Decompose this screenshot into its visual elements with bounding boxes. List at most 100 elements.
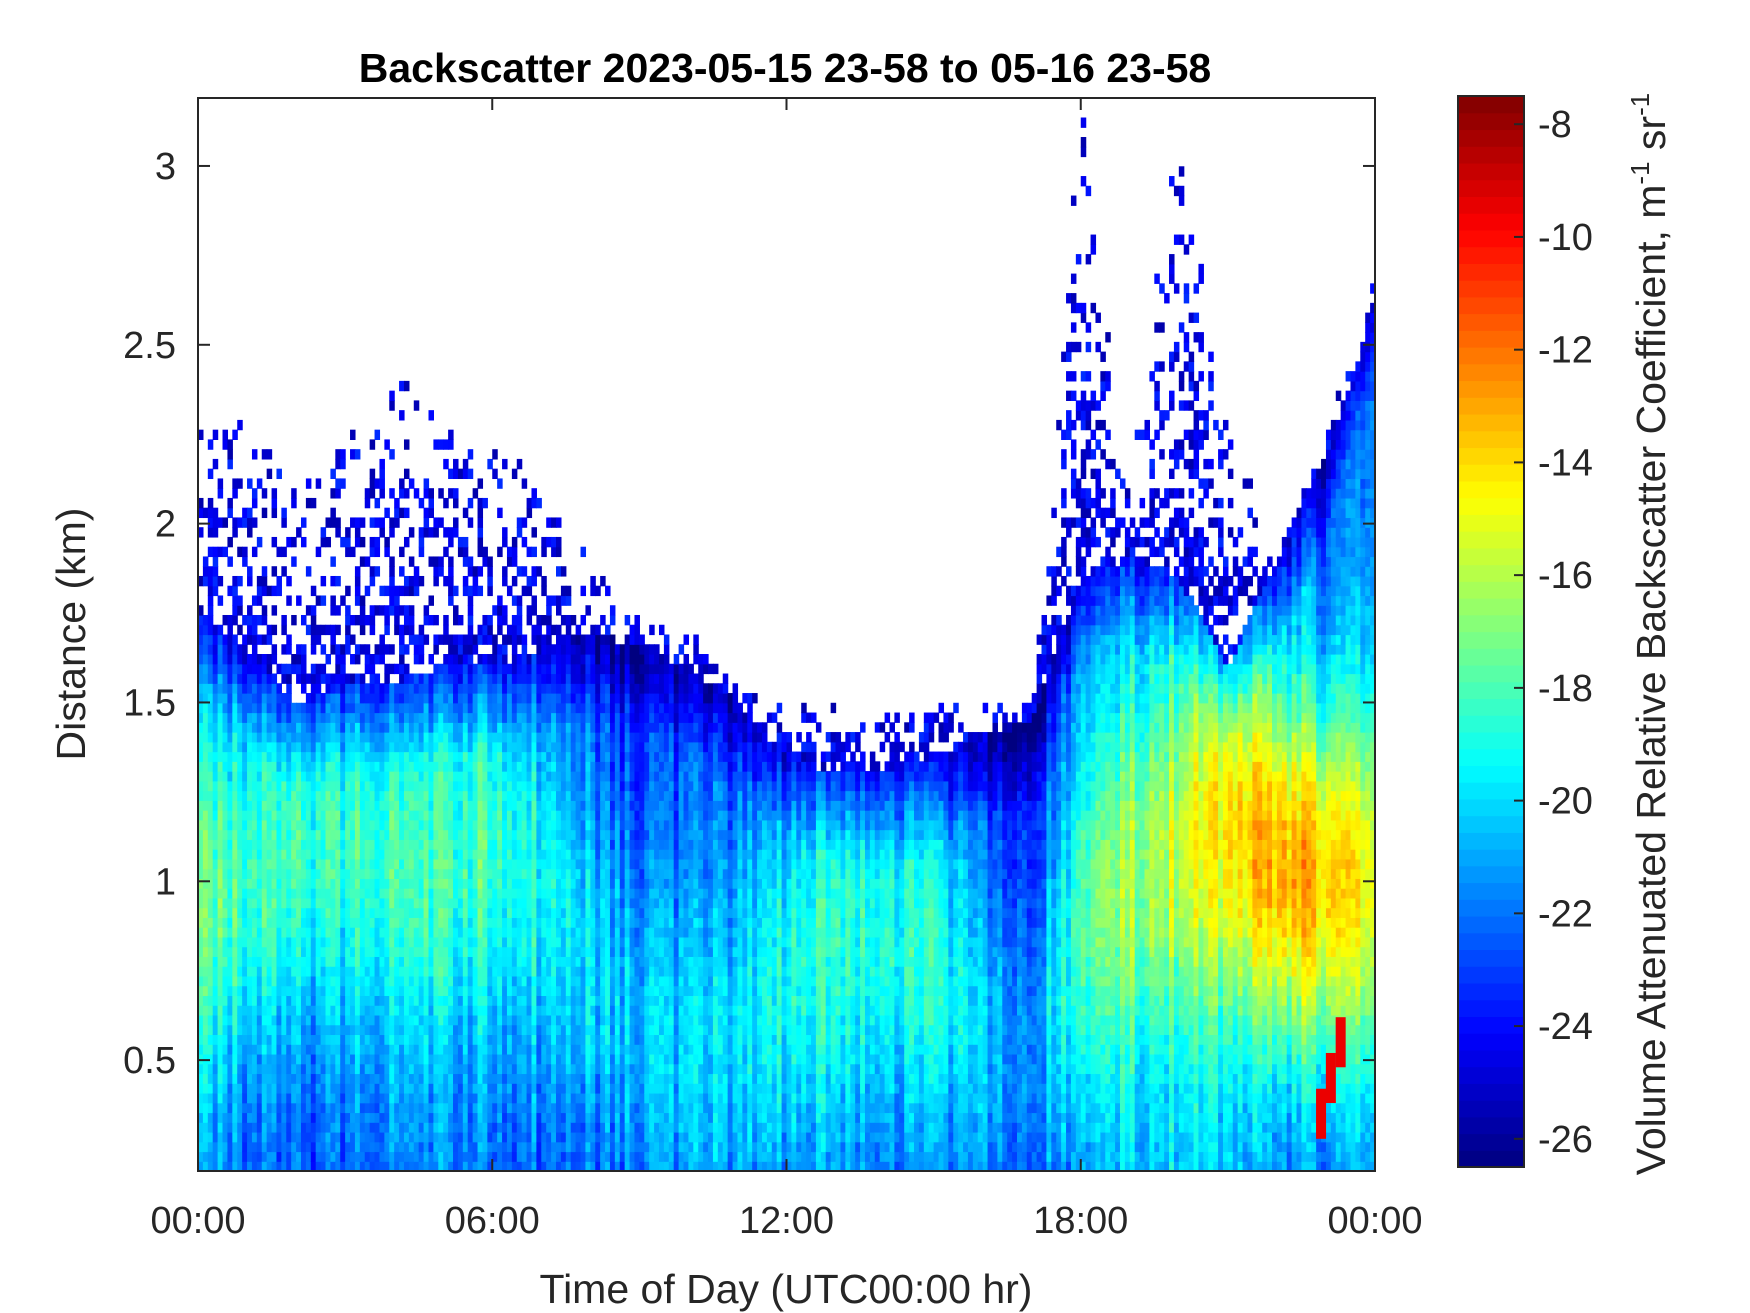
heatmap-cell xyxy=(389,946,395,957)
heatmap-cell xyxy=(232,527,238,538)
heatmap-cell xyxy=(453,985,459,997)
heatmap-cell xyxy=(335,761,341,772)
heatmap-cell xyxy=(506,975,513,987)
heatmap-cell xyxy=(330,1122,336,1133)
heatmap-cell xyxy=(600,771,606,782)
heatmap-cell xyxy=(261,605,268,616)
heatmap-cell xyxy=(403,771,410,782)
heatmap-cell xyxy=(315,849,322,860)
heatmap-cell xyxy=(340,732,346,743)
heatmap-cell xyxy=(428,810,434,821)
heatmap-cell xyxy=(242,995,248,1006)
heatmap-cell xyxy=(600,936,606,948)
heatmap-cell xyxy=(315,1112,322,1123)
heatmap-cell xyxy=(448,1073,454,1084)
heatmap-cell xyxy=(418,966,425,977)
heatmap-cell xyxy=(575,1131,582,1143)
heatmap-cell xyxy=(472,1005,479,1016)
heatmap-cell xyxy=(433,1083,439,1094)
heatmap-cell xyxy=(506,810,513,821)
heatmap-cell xyxy=(379,975,385,987)
heatmap-cell xyxy=(516,1005,523,1016)
heatmap-cell xyxy=(438,985,444,997)
heatmap-cell xyxy=(271,1161,278,1172)
heatmap-cell xyxy=(448,634,454,645)
heatmap-cell xyxy=(497,907,503,918)
heatmap-cell xyxy=(502,907,508,918)
heatmap-cell xyxy=(315,1073,322,1084)
heatmap-cell xyxy=(403,956,410,967)
heatmap-cell xyxy=(418,683,425,694)
heatmap-cell xyxy=(227,790,233,801)
heatmap-cell xyxy=(516,1014,523,1026)
heatmap-cell xyxy=(379,1151,385,1162)
heatmap-cell xyxy=(340,1053,346,1065)
heatmap-cell xyxy=(320,800,327,811)
heatmap-cell xyxy=(506,917,513,928)
heatmap-cell xyxy=(266,751,273,762)
heatmap-cell xyxy=(379,819,385,831)
heatmap-cell xyxy=(374,722,381,733)
heatmap-cell xyxy=(551,1161,557,1172)
heatmap-cell xyxy=(320,1014,327,1026)
heatmap-cell xyxy=(276,683,282,694)
heatmap-cell xyxy=(276,878,282,889)
heatmap-cell xyxy=(580,673,587,684)
heatmap-cell xyxy=(320,536,327,548)
heatmap-cell xyxy=(600,946,606,957)
heatmap-cell xyxy=(271,644,278,655)
heatmap-cell xyxy=(438,556,444,567)
heatmap-cell xyxy=(472,1073,479,1084)
heatmap-cell xyxy=(247,507,253,519)
heatmap-cell xyxy=(408,673,415,684)
heatmap-cell xyxy=(570,966,577,977)
heatmap-cell xyxy=(379,800,385,811)
heatmap-cell xyxy=(551,1092,557,1104)
heatmap-cell xyxy=(399,1083,405,1094)
heatmap-cell xyxy=(271,829,278,840)
heatmap-cell xyxy=(575,849,582,860)
heatmap-cell xyxy=(536,566,542,577)
heatmap-cell xyxy=(521,858,528,870)
heatmap-cell xyxy=(497,614,503,626)
heatmap-cell xyxy=(428,946,434,957)
heatmap-cell xyxy=(506,1073,513,1084)
heatmap-cell xyxy=(531,693,537,704)
heatmap-cell xyxy=(335,663,341,675)
heatmap-cell xyxy=(281,1131,287,1143)
heatmap-cell xyxy=(281,985,287,997)
heatmap-cell xyxy=(271,1112,278,1123)
heatmap-cell xyxy=(394,868,400,879)
heatmap-cell xyxy=(384,771,390,782)
heatmap-cell xyxy=(364,497,371,509)
heatmap-cell xyxy=(217,1063,224,1075)
heatmap-cell xyxy=(389,575,395,587)
heatmap-cell xyxy=(585,888,591,899)
heatmap-cell xyxy=(310,1102,317,1114)
heatmap-cell xyxy=(296,849,302,860)
heatmap-cell xyxy=(198,790,204,801)
heatmap-cell xyxy=(570,1073,577,1084)
heatmap-cell xyxy=(531,751,537,762)
heatmap-cell xyxy=(325,761,332,772)
heatmap-cell xyxy=(580,917,587,928)
heatmap-cell xyxy=(482,614,488,626)
heatmap-cell xyxy=(315,722,322,733)
heatmap-cell xyxy=(364,732,371,743)
heatmap-cell xyxy=(256,1151,263,1162)
heatmap-cell xyxy=(462,458,469,470)
heatmap-cell xyxy=(315,1083,322,1094)
heatmap-cell xyxy=(379,634,385,645)
heatmap-cell xyxy=(551,683,557,694)
heatmap-cell xyxy=(291,1024,297,1036)
heatmap-cell xyxy=(271,897,278,909)
heatmap-cell xyxy=(305,1161,312,1172)
heatmap-cell xyxy=(320,1112,327,1123)
heatmap-cell xyxy=(242,702,248,714)
heatmap-cell xyxy=(595,1063,601,1075)
heatmap-cell xyxy=(281,1151,287,1162)
heatmap-cell xyxy=(345,1141,351,1153)
heatmap-cell xyxy=(359,917,366,928)
heatmap-cell xyxy=(379,751,385,762)
heatmap-cell xyxy=(423,858,430,870)
